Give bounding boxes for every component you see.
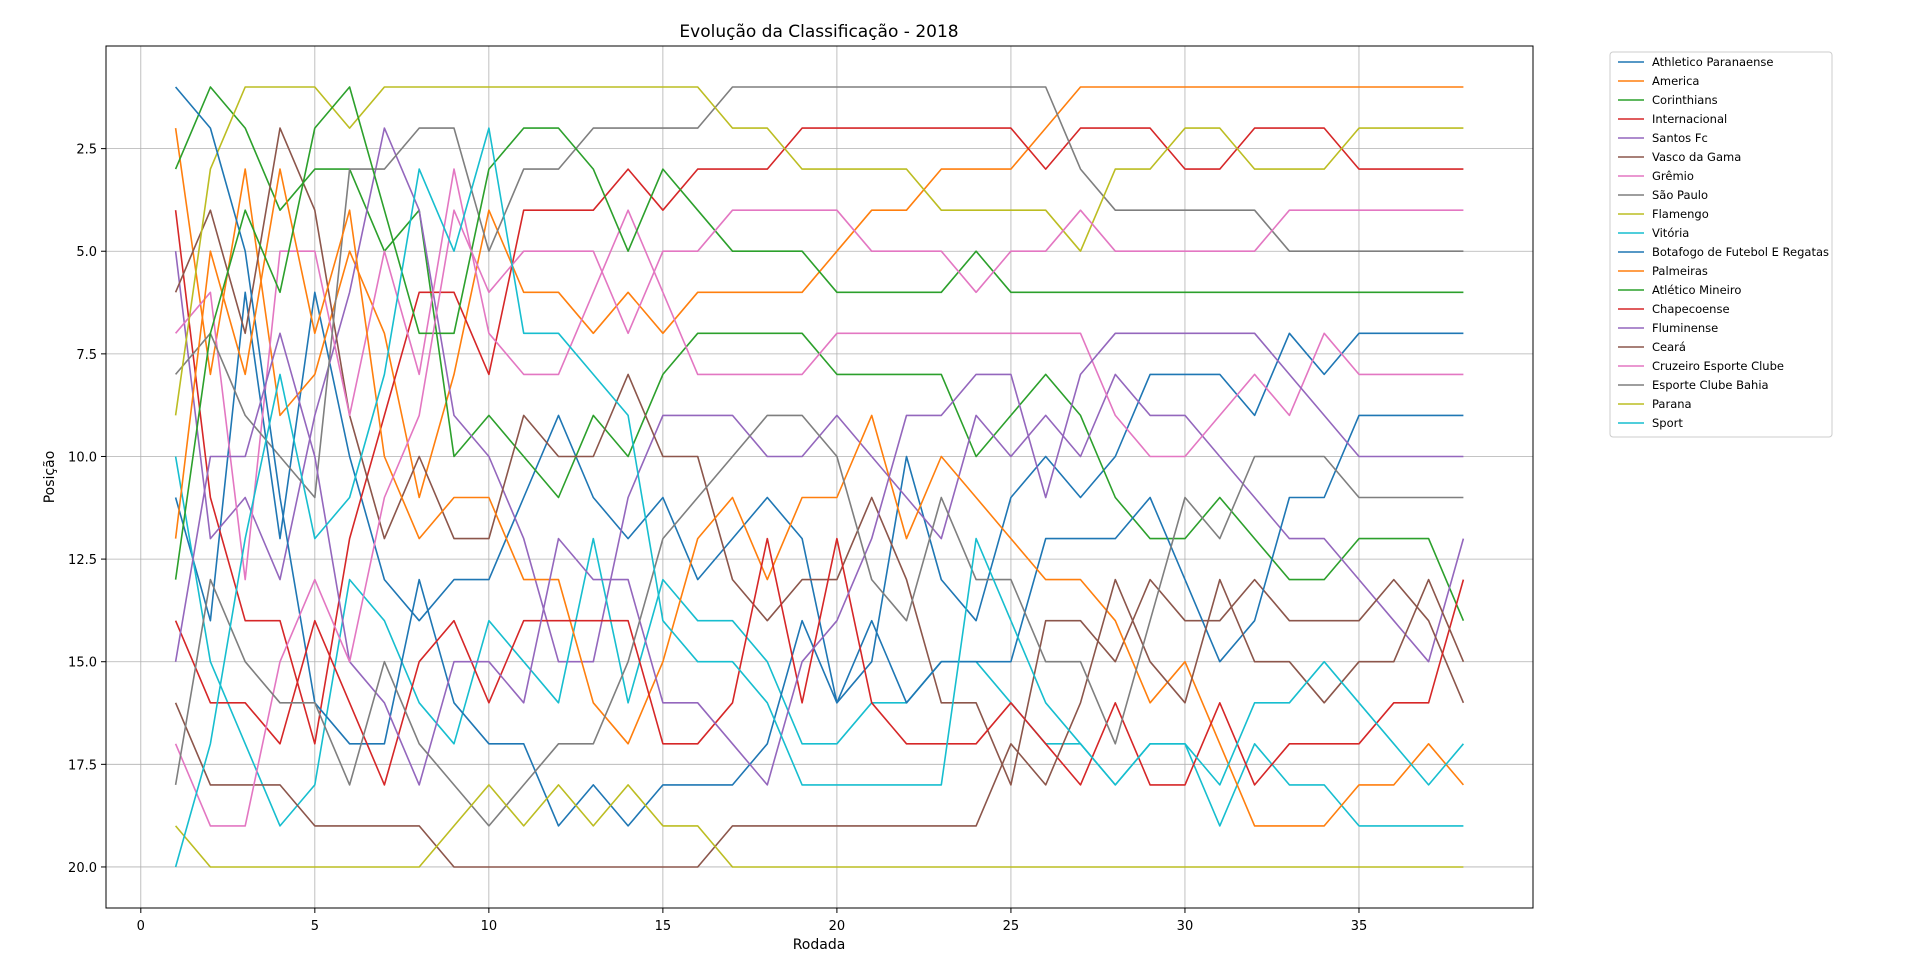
legend-label: Parana	[1652, 397, 1692, 411]
x-tick-label: 35	[1351, 919, 1368, 934]
legend-label: São Paulo	[1652, 188, 1708, 202]
legend-label: Chapecoense	[1652, 302, 1730, 316]
x-axis-label: Rodada	[793, 937, 846, 953]
y-tick-label: 2.5	[76, 143, 97, 158]
x-tick-label: 0	[137, 919, 145, 934]
y-tick-label: 17.5	[68, 758, 97, 773]
legend-label: Esporte Clube Bahia	[1652, 378, 1769, 392]
series-line	[174, 209, 1464, 827]
legend-label: Grêmio	[1652, 169, 1694, 183]
y-axis-ticks: 2.5 5.0 7.5 10.0 12.5 15.0 17.5 20.0	[68, 143, 106, 876]
legend-label: Botafogo de Futebol E Regatas	[1652, 245, 1829, 259]
legend-label: Vitória	[1652, 226, 1689, 240]
series-line	[174, 86, 1464, 580]
legend-label: Athletico Paranaense	[1652, 55, 1773, 69]
series-line	[174, 86, 1464, 416]
legend-label: Flamengo	[1652, 207, 1709, 221]
x-tick-label: 10	[481, 919, 498, 934]
series-line	[174, 414, 1464, 827]
legend-label: America	[1652, 74, 1699, 88]
y-axis-label: Posição	[42, 451, 58, 504]
series-line	[174, 86, 1464, 499]
grid	[106, 46, 1533, 908]
series-line	[174, 168, 1464, 581]
legend-label: Internacional	[1652, 112, 1727, 126]
y-tick-label: 12.5	[68, 553, 97, 568]
series-line	[174, 127, 1465, 663]
y-tick-label: 5.0	[76, 245, 97, 260]
legend-frame	[1609, 51, 1833, 438]
x-tick-label: 20	[829, 919, 846, 934]
y-tick-label: 20.0	[68, 861, 97, 876]
series-line	[174, 537, 1465, 786]
legend-label: Fluminense	[1652, 321, 1718, 335]
legend-label: Santos Fc	[1652, 131, 1708, 145]
plot-area	[105, 45, 1534, 909]
series-line	[174, 127, 1464, 745]
series-lines	[174, 86, 1465, 868]
series-line	[174, 332, 1464, 786]
legend-label: Ceará	[1652, 340, 1686, 354]
series-line	[174, 127, 1465, 868]
x-tick-label: 15	[655, 919, 672, 934]
series-line	[174, 168, 1465, 827]
legend: Athletico Paranaense America Corinthians In…	[1609, 51, 1833, 438]
legend-label: Sport	[1652, 416, 1683, 430]
legend-label: Cruzeiro Esporte Clube	[1652, 359, 1784, 373]
x-tick-label: 5	[311, 919, 319, 934]
series-line	[174, 456, 1464, 827]
x-tick-label: 25	[1003, 919, 1020, 934]
legend-label: Atlético Mineiro	[1652, 283, 1741, 297]
y-tick-label: 10.0	[68, 450, 97, 465]
series-line	[174, 578, 1465, 868]
y-tick-label: 7.5	[76, 348, 97, 363]
y-tick-label: 15.0	[68, 656, 97, 671]
legend-label: Corinthians	[1652, 93, 1718, 107]
legend-label: Palmeiras	[1652, 264, 1708, 278]
chart-title: Evolução da Classificação - 2018	[679, 22, 958, 42]
x-tick-label: 30	[1177, 919, 1194, 934]
series-line	[174, 127, 1465, 786]
legend-label: Vasco da Gama	[1652, 150, 1741, 164]
series-line	[174, 784, 1464, 868]
x-axis-ticks: 0 5 10 15 20 25 30 35	[137, 908, 1368, 934]
